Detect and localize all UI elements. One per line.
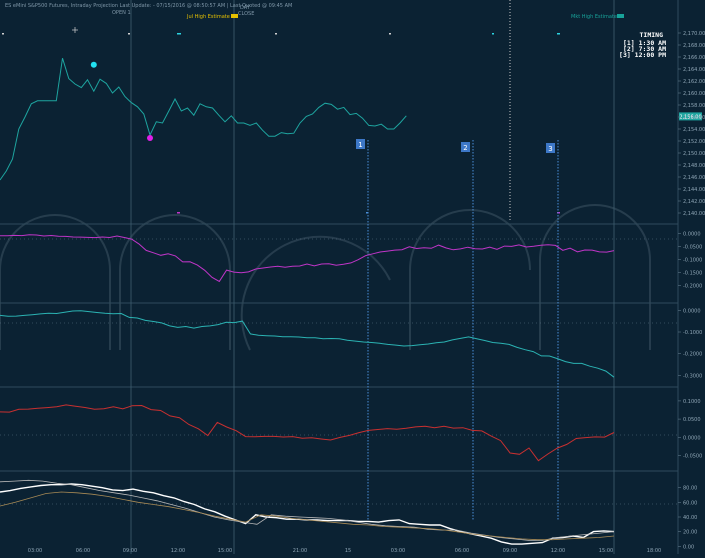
y-tick-label: 0.0500 bbox=[683, 417, 701, 423]
y-tick-label: 2,160.00 bbox=[683, 91, 705, 97]
crosshair-icon bbox=[72, 27, 78, 33]
y-tick-label: 2,142.00 bbox=[683, 199, 705, 205]
chart-title: ES eMini S&P500 Futures, Intraday Projec… bbox=[5, 3, 292, 9]
timing-title: TIMING bbox=[640, 31, 664, 39]
close-label: CLOSE bbox=[238, 11, 254, 17]
day-label: DAY bbox=[240, 5, 251, 11]
last-value-label: 2,156.00 bbox=[679, 114, 701, 120]
y-tick-label: 40.00 bbox=[683, 515, 697, 521]
y-tick-label: 60.00 bbox=[683, 500, 697, 506]
y-tick-label: 2,150.00 bbox=[683, 151, 705, 157]
zero-lines bbox=[0, 238, 678, 505]
y-tick-label: -0.1500 bbox=[683, 271, 702, 277]
y-tick-label: -0.1000 bbox=[683, 258, 702, 264]
x-tick-label: 03:00 bbox=[28, 548, 42, 554]
timing-marker-1 bbox=[356, 139, 365, 149]
price-line bbox=[0, 58, 407, 181]
y-tick-label: 2,156.00 bbox=[683, 115, 705, 121]
y-tick-label: 0.1000 bbox=[683, 399, 701, 405]
x-tick-label: 03:00 bbox=[391, 548, 405, 554]
bottom-series-1 bbox=[0, 479, 615, 541]
y-tick-label: -0.0500 bbox=[683, 245, 702, 251]
price-dot-0 bbox=[90, 61, 97, 68]
y-tick-label: 2,166.00 bbox=[683, 55, 705, 61]
session-lines bbox=[130, 0, 615, 554]
y-tick-label: 20.00 bbox=[683, 530, 697, 536]
y-tick-label: 2,148.00 bbox=[683, 163, 705, 169]
high-estimate-label: Jul High Estimate bbox=[186, 14, 230, 20]
x-tick-label: 15:00 bbox=[218, 548, 232, 554]
timing-markers: 1 2 3 bbox=[356, 139, 555, 153]
timing-box: TIMING [1] 1:30 AM [2] 7:30 AM [3] 12:00… bbox=[619, 31, 666, 59]
high-estimate-swatch bbox=[231, 14, 238, 18]
y-tick-label: 2,162.00 bbox=[683, 79, 705, 85]
timing-marker-lines bbox=[367, 140, 559, 520]
mkt-high-estimate-swatch bbox=[617, 14, 624, 18]
timing-marker-1-label: 1 bbox=[358, 141, 362, 149]
y-tick-label: 2,146.00 bbox=[683, 175, 705, 181]
y-tick-label: 0.0000 bbox=[683, 308, 701, 314]
y-axis-layer: 2,156.00 2,170.00 2,168.00 2,166.00 2,164.00… bbox=[678, 31, 705, 550]
y-tick-label: 0.0000 bbox=[683, 435, 701, 441]
timing-marker-3 bbox=[546, 143, 555, 153]
magenta-line bbox=[0, 234, 615, 283]
x-tick-label: 06:00 bbox=[76, 548, 90, 554]
y-tick-label: -0.3000 bbox=[683, 373, 702, 379]
y-tick-label: 2,164.00 bbox=[683, 67, 705, 73]
y-tick-label: 2,140.00 bbox=[683, 211, 705, 217]
timing-marker-2-label: 2 bbox=[463, 144, 467, 152]
x-axis-layer: 03:00 06:00 09:00 12:00 15:00 21:00 15 03:00 06:… bbox=[28, 548, 661, 554]
cyan-line bbox=[0, 310, 615, 378]
y-tick-label: 2,170.00 bbox=[683, 31, 705, 37]
x-tick-label: 18:00 bbox=[647, 548, 661, 554]
last-value-tag bbox=[679, 112, 702, 121]
bottom-series-2 bbox=[0, 491, 615, 541]
x-tick-label: 06:00 bbox=[455, 548, 469, 554]
x-tick-label: 09:00 bbox=[123, 548, 137, 554]
y-tick-label: 2,152.00 bbox=[683, 139, 705, 145]
panel-separators bbox=[0, 223, 678, 472]
price-dot-1 bbox=[147, 135, 153, 141]
y-tick-label: 80.00 bbox=[683, 486, 697, 492]
x-tick-label: 12:00 bbox=[171, 548, 185, 554]
timing-item-1: [1] 1:30 AM bbox=[623, 39, 666, 47]
y-tick-label: -0.2000 bbox=[683, 284, 702, 290]
y-tick-label: -0.1000 bbox=[683, 330, 702, 336]
red-line bbox=[0, 404, 615, 462]
x-tick-label: 21:00 bbox=[293, 548, 307, 554]
y-tick-label: 2,168.00 bbox=[683, 43, 705, 49]
timing-marker-3-label: 3 bbox=[548, 145, 552, 153]
x-tick-label: 15:00 bbox=[599, 548, 613, 554]
y-tick-label: 0.0000 bbox=[683, 232, 701, 238]
y-tick-label: -0.2000 bbox=[683, 352, 702, 358]
open-label: OPEN 1 bbox=[112, 10, 131, 16]
mkt-high-estimate-label: Mkt High Estimate bbox=[571, 14, 617, 20]
timing-item-3: [3] 12:00 PM bbox=[619, 51, 666, 59]
watermark bbox=[0, 204, 651, 351]
series-layer bbox=[0, 58, 615, 545]
x-tick-label: 12:00 bbox=[551, 548, 565, 554]
x-tick-label: 15 bbox=[345, 548, 351, 554]
timing-marker-2 bbox=[461, 142, 470, 152]
y-tick-label: 0.00 bbox=[683, 544, 694, 550]
timing-item-2: [2] 7:30 AM bbox=[623, 45, 666, 53]
y-tick-label: 2,144.00 bbox=[683, 187, 705, 193]
y-tick-label: 2,158.00 bbox=[683, 103, 705, 109]
x-tick-label: 09:00 bbox=[503, 548, 517, 554]
y-tick-label: -0.0500 bbox=[683, 454, 702, 460]
y-tick-label: 2,154.00 bbox=[683, 127, 705, 133]
